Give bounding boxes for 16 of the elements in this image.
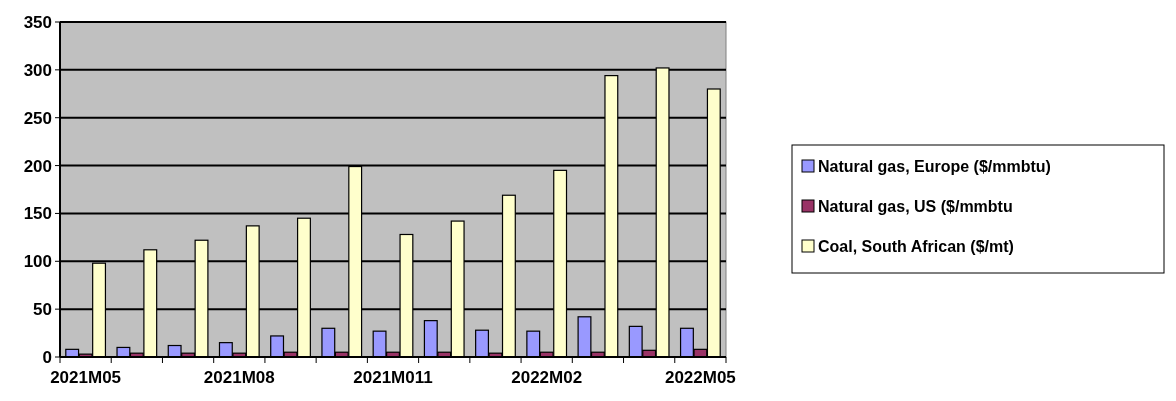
y-tick-label: 250 xyxy=(23,108,52,128)
x-tick-label: 2022M02 xyxy=(511,368,583,387)
x-tick-label: 2021M08 xyxy=(203,368,275,387)
x-tick-label: 2021M011 xyxy=(353,368,433,387)
legend-label: Coal, South African ($/mt) xyxy=(818,237,1014,255)
y-tick-label: 100 xyxy=(23,252,52,272)
y-tick-label: 350 xyxy=(23,12,52,32)
x-tick-label: 2021M05 xyxy=(50,368,122,387)
y-tick-label: 0 xyxy=(42,347,52,367)
y-tick-label: 150 xyxy=(23,204,52,224)
y-tick-label: 200 xyxy=(23,156,52,176)
y-tick-label: 300 xyxy=(23,60,52,80)
legend-label: Natural gas, Europe ($/mmbtu) xyxy=(818,157,1051,175)
x-tick-label: 2022M05 xyxy=(664,368,736,387)
y-tick-label: 50 xyxy=(33,300,52,320)
legend-label: Natural gas, US ($/mmbtu xyxy=(818,197,1013,215)
